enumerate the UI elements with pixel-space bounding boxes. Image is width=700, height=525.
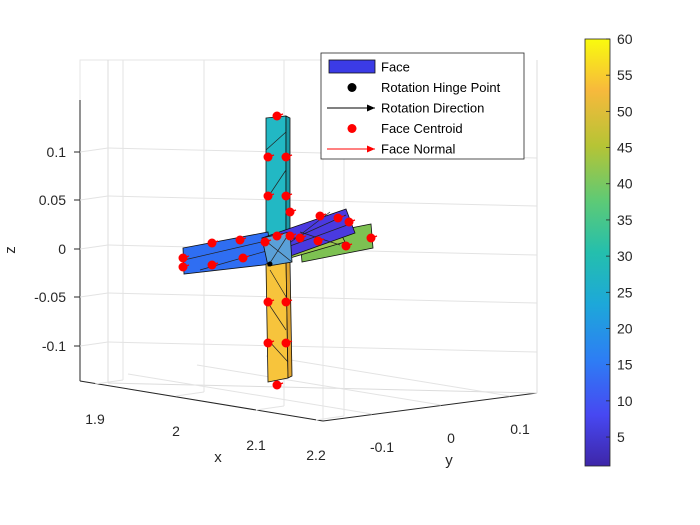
axis-line-x bbox=[79, 380, 324, 422]
face-normal-arrow bbox=[211, 262, 219, 266]
y-tick-label: 0 bbox=[447, 430, 455, 446]
x-grid-line bbox=[255, 405, 285, 411]
face-normal-arrow bbox=[276, 233, 284, 237]
colorbar-tick-label: 25 bbox=[617, 284, 633, 300]
z-grid-line-left bbox=[79, 195, 109, 201]
z-grid-line-back bbox=[107, 195, 538, 207]
colorbar-tick-label: 40 bbox=[617, 176, 633, 192]
colorbar-tick-label: 5 bbox=[617, 429, 625, 445]
face-normal-arrow bbox=[242, 255, 250, 259]
face-normal-arrow bbox=[239, 237, 247, 241]
rotation-direction-line bbox=[265, 131, 287, 151]
y-grid-line bbox=[196, 364, 442, 406]
y-tick-labels: -0.1 0 0.1 bbox=[370, 421, 530, 455]
face-down bbox=[265, 258, 289, 383]
x-tick-label: 2 bbox=[172, 423, 180, 439]
grid-y bbox=[127, 355, 511, 415]
z-grid-line-left bbox=[79, 341, 109, 347]
x-tick-labels: 1.9 2 2.1 2.2 bbox=[85, 411, 326, 463]
legend-swatch-arrowhead bbox=[367, 145, 375, 153]
colorbar: 60 55 50 45 40 35 30 25 20 15 10 5 bbox=[584, 31, 633, 467]
axis-line-y bbox=[322, 392, 538, 422]
legend-label: Rotation Hinge Point bbox=[381, 80, 501, 95]
rotation-direction-line bbox=[269, 269, 289, 301]
x-grid-line bbox=[94, 379, 124, 385]
face-normal-arrow bbox=[370, 235, 378, 239]
x-axis-label: x bbox=[214, 449, 222, 466]
z-axis-label: z bbox=[2, 246, 19, 254]
legend: Face Rotation Hinge Point Rotation Directi… bbox=[320, 52, 525, 160]
x-tick-label: 1.9 bbox=[85, 411, 105, 427]
x-grid-line bbox=[175, 391, 205, 397]
face-normal-arrow bbox=[182, 264, 190, 268]
legend-swatch-dot bbox=[347, 124, 357, 133]
legend-swatch-arrowhead bbox=[367, 104, 375, 112]
z-grid-line-back bbox=[107, 292, 538, 304]
centroids-group bbox=[178, 111, 378, 390]
legend-label: Face Normal bbox=[381, 142, 456, 157]
colorbar-tick-label: 30 bbox=[617, 248, 633, 264]
y-tick-label: 0.1 bbox=[510, 421, 530, 437]
z-grid-line-left bbox=[79, 147, 109, 153]
x-tick-label: 2.1 bbox=[246, 437, 266, 453]
z-tick-label: -0.05 bbox=[34, 289, 66, 305]
colorbar-tick-label: 10 bbox=[617, 393, 633, 409]
face-normal-arrow bbox=[285, 193, 293, 197]
colorbar-tick-label: 45 bbox=[617, 140, 633, 156]
face-up-side bbox=[285, 115, 291, 236]
legend-label: Face bbox=[381, 60, 410, 75]
face-normal-arrow bbox=[267, 299, 275, 303]
z-tick-label: 0.1 bbox=[47, 144, 67, 160]
colorbar-tick-label: 35 bbox=[617, 212, 633, 228]
face-normal-arrow bbox=[182, 255, 190, 259]
face-normal-arrow bbox=[345, 243, 353, 247]
z-tick-label: -0.1 bbox=[42, 338, 66, 354]
z-tick-label: 0.05 bbox=[39, 192, 66, 208]
face-normal-arrow bbox=[285, 340, 293, 344]
z-grid-line-back bbox=[107, 341, 538, 353]
z-grid-line-left bbox=[79, 292, 109, 298]
z-tick-label: 0 bbox=[58, 241, 66, 257]
legend-label: Rotation Direction bbox=[381, 101, 484, 116]
axes-box bbox=[79, 59, 538, 422]
face-normal-arrow bbox=[337, 215, 345, 219]
face-normal-arrow bbox=[267, 154, 275, 158]
colorbar-tick-label: 20 bbox=[617, 320, 633, 336]
x-grid-line bbox=[315, 415, 345, 421]
y-tick-label: -0.1 bbox=[370, 439, 394, 455]
face-normal-arrow bbox=[285, 299, 293, 303]
colorbar-strip bbox=[584, 38, 611, 467]
rotation-direction-line bbox=[183, 239, 271, 261]
grid-back-edge bbox=[107, 382, 538, 394]
colorbar-tick-label: 15 bbox=[617, 357, 633, 373]
colorbar-tick-label: 50 bbox=[617, 103, 633, 119]
face-normal-arrow bbox=[289, 233, 297, 237]
colorbar-tick-label: 60 bbox=[617, 31, 633, 47]
z-tick-labels: 0.1 0.05 0 -0.05 -0.1 bbox=[34, 144, 66, 354]
face-normal-arrow bbox=[267, 193, 275, 197]
rotation-hinge-point bbox=[267, 261, 273, 267]
y-axis-label: y bbox=[445, 452, 453, 469]
legend-label: Face Centroid bbox=[381, 121, 463, 136]
z-grid-line-left bbox=[79, 244, 109, 250]
legend-swatch-dot bbox=[347, 83, 357, 92]
face-normal-arrow bbox=[267, 340, 275, 344]
face-normal-arrow bbox=[289, 209, 297, 213]
colorbar-tick-label: 55 bbox=[617, 67, 633, 83]
face-normal-arrow bbox=[319, 213, 327, 217]
x-tick-label: 2.2 bbox=[306, 447, 326, 463]
y-grid-line bbox=[265, 355, 511, 397]
face-normal-arrow bbox=[264, 239, 272, 243]
face-normal-arrow bbox=[285, 154, 293, 158]
y-grid-line bbox=[127, 373, 373, 415]
face-normal-arrow bbox=[276, 113, 284, 117]
colorbar-ticks: 60 55 50 45 40 35 30 25 20 15 10 5 bbox=[606, 31, 633, 445]
face-normal-arrow bbox=[317, 238, 325, 242]
face-normal-arrow bbox=[276, 382, 284, 386]
legend-swatch-face bbox=[328, 59, 376, 74]
face-normal-arrow bbox=[299, 235, 307, 239]
face-normal-arrow bbox=[348, 219, 356, 223]
face-normal-arrow bbox=[211, 240, 219, 244]
